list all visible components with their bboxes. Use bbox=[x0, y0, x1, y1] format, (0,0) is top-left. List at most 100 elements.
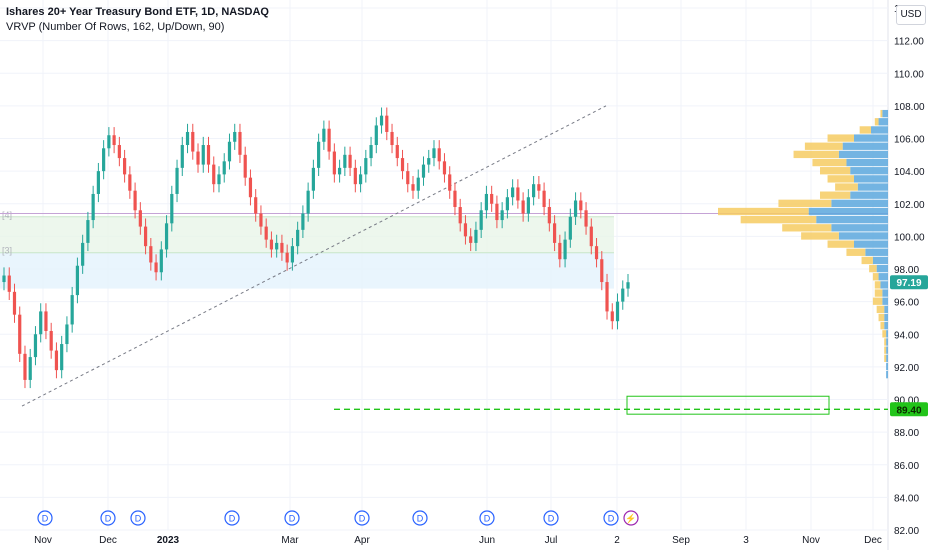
candle-body bbox=[149, 246, 153, 263]
candle-body bbox=[243, 154, 247, 178]
candle-body bbox=[191, 131, 195, 152]
candle-body bbox=[70, 295, 74, 325]
candle-body bbox=[2, 275, 6, 283]
candle-body bbox=[12, 291, 17, 315]
dividend-event-icon bbox=[603, 510, 619, 526]
candle-body bbox=[18, 314, 22, 354]
candle-body bbox=[143, 226, 148, 247]
candle-body bbox=[327, 128, 331, 152]
event-marker-label: D bbox=[548, 514, 555, 524]
candle-body bbox=[23, 353, 27, 380]
candle-body bbox=[448, 174, 452, 191]
event-marker-label: D bbox=[417, 514, 424, 524]
candle-body bbox=[395, 145, 399, 159]
candle-body bbox=[332, 151, 336, 175]
target-price-label: 89.40 bbox=[896, 405, 921, 416]
candle-body bbox=[573, 200, 578, 217]
candle-body bbox=[201, 145, 205, 165]
candle-body bbox=[154, 262, 158, 273]
volume-profile-bar-up bbox=[850, 167, 888, 175]
y-tick-label: 98.00 bbox=[894, 265, 919, 276]
candle-body bbox=[296, 229, 300, 247]
event-marker-label: D bbox=[484, 514, 491, 524]
x-tick-label: Apr bbox=[354, 535, 370, 546]
candle-body bbox=[159, 249, 163, 273]
volume-profile-bar-up bbox=[886, 362, 888, 371]
candle-body bbox=[280, 242, 284, 253]
volume-profile-bar-down bbox=[820, 191, 851, 199]
candle-body bbox=[123, 158, 127, 175]
candle-body bbox=[500, 210, 504, 221]
volume-profile-bar-up bbox=[831, 199, 888, 208]
candle-body bbox=[427, 158, 431, 165]
dividend-event-icon bbox=[224, 510, 240, 526]
x-tick-label: 2023 bbox=[157, 535, 180, 546]
volume-profile-bar-down bbox=[869, 264, 877, 273]
candle-body bbox=[348, 154, 352, 168]
candle-body bbox=[411, 184, 415, 191]
candle-body bbox=[369, 145, 373, 159]
volume-profile-bar-down bbox=[801, 232, 839, 240]
dividend-event-icon bbox=[37, 510, 53, 526]
x-tick-label: Jun bbox=[479, 535, 495, 546]
volume-profile-bar-down bbox=[827, 175, 854, 183]
event-marker-label: D bbox=[135, 514, 142, 524]
dividend-event-icon bbox=[100, 510, 116, 526]
candle-body bbox=[112, 135, 116, 146]
candle-body bbox=[584, 210, 588, 227]
x-tick-label: Mar bbox=[281, 535, 299, 546]
candle-body bbox=[91, 193, 95, 221]
volume-profile-bar-up bbox=[831, 224, 888, 232]
volume-profile-bar-down bbox=[835, 183, 858, 191]
candle-body bbox=[400, 158, 405, 172]
volume-profile-bar-down bbox=[874, 281, 881, 289]
candle-body bbox=[290, 246, 295, 263]
candle-body bbox=[128, 174, 132, 191]
candle-body bbox=[469, 236, 473, 243]
volume-profile-bar-up bbox=[882, 109, 888, 118]
volume-profile-bar-up bbox=[871, 126, 888, 134]
volume-profile-bar-down bbox=[782, 224, 832, 232]
candle-body bbox=[65, 324, 69, 345]
candle-body bbox=[589, 226, 593, 247]
dividend-event-icon bbox=[479, 510, 495, 526]
candle-body bbox=[516, 187, 520, 201]
currency-button[interactable]: USD bbox=[896, 5, 926, 25]
candle-body bbox=[86, 220, 90, 243]
last-price-tag bbox=[890, 275, 928, 290]
last-price-label: 97.19 bbox=[896, 278, 921, 289]
candle-body bbox=[180, 145, 184, 168]
candle-body bbox=[511, 187, 515, 198]
y-tick-label: 88.00 bbox=[894, 428, 919, 439]
candle-body bbox=[81, 242, 85, 266]
y-tick-label: 110.00 bbox=[894, 69, 924, 80]
dividend-event-icon bbox=[412, 510, 428, 526]
candle-body bbox=[615, 301, 620, 322]
candle-body bbox=[301, 213, 305, 230]
candle-body bbox=[416, 177, 420, 191]
candle-body bbox=[406, 171, 410, 185]
volume-profile-bar-up bbox=[850, 191, 888, 199]
target-price-tag bbox=[890, 402, 928, 417]
price-axis bbox=[888, 0, 932, 550]
candle-body bbox=[39, 311, 43, 335]
volume-profile-bar-down bbox=[740, 215, 817, 224]
volume-profile-bar-up bbox=[884, 322, 888, 330]
volume-profile-bar-up bbox=[846, 158, 888, 167]
candle-body bbox=[233, 131, 237, 142]
candle-body bbox=[353, 167, 357, 185]
volume-profile-bar-down bbox=[874, 289, 883, 297]
y-tick-label: 96.00 bbox=[894, 298, 919, 309]
volume-profile-bar-up bbox=[865, 248, 888, 256]
indicator-label: VRVP (Number Of Rows, 162, Up/Down, 90) bbox=[6, 21, 225, 33]
candle-body bbox=[222, 161, 226, 175]
candle-body bbox=[579, 200, 583, 211]
y-tick-label: 112.00 bbox=[894, 37, 924, 48]
candle-body bbox=[275, 242, 279, 250]
candle-body bbox=[133, 190, 137, 211]
candle-body bbox=[33, 334, 38, 358]
dividend-event-icon bbox=[284, 510, 300, 526]
candle-body bbox=[521, 200, 525, 214]
event-marker-label: D bbox=[608, 514, 615, 524]
